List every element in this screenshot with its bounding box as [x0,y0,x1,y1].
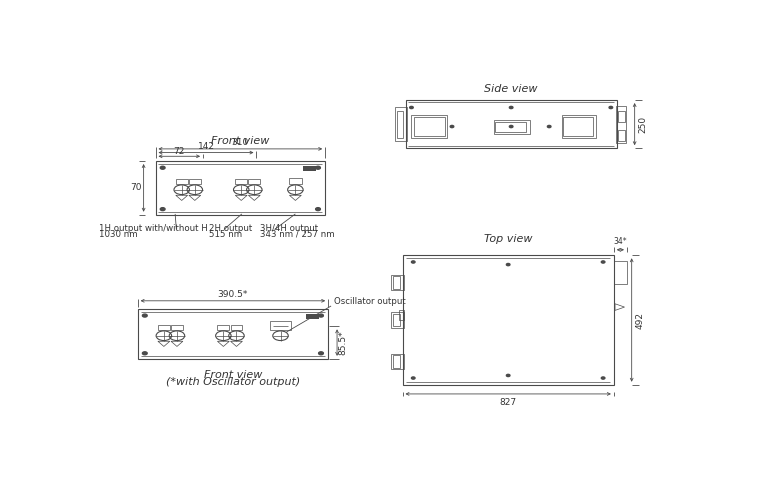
Circle shape [609,107,613,108]
Circle shape [506,264,510,266]
Bar [414,118,445,136]
Bar [391,354,404,369]
Bar [155,161,325,215]
Circle shape [316,166,320,169]
Text: 343 nm / 257 nm: 343 nm / 257 nm [260,230,334,239]
Bar [618,131,625,141]
Bar [563,118,593,136]
Text: Front view: Front view [204,371,262,381]
Circle shape [601,261,605,263]
Text: 1030 nm: 1030 nm [99,230,137,239]
Bar [303,166,316,171]
Bar [391,275,404,290]
Bar [289,178,302,184]
Text: 70: 70 [130,183,141,192]
Bar [618,111,625,122]
Bar [217,324,230,330]
Bar [248,179,260,184]
Bar [137,309,328,359]
Bar [495,122,526,132]
Circle shape [509,107,513,108]
Text: 85.5*: 85.5* [339,330,348,355]
Text: Side view: Side view [485,84,538,94]
Bar [402,255,614,384]
Circle shape [316,208,320,211]
Text: 515 nm: 515 nm [209,230,242,239]
Bar [614,261,627,284]
Text: Oscillator output: Oscillator output [334,297,406,306]
Circle shape [319,314,323,317]
Text: Front view: Front view [211,136,270,146]
Circle shape [601,377,605,379]
Text: 142: 142 [197,142,214,151]
Bar [176,179,187,184]
Bar [158,324,170,330]
Bar [393,355,400,368]
Text: 3H/4H output: 3H/4H output [260,224,318,233]
Text: 310: 310 [232,138,249,147]
Circle shape [506,374,510,377]
Bar [270,321,291,330]
Text: 34*: 34* [614,238,627,246]
Bar [616,106,627,144]
Bar [235,179,247,184]
Bar [397,111,403,138]
Text: 2H output: 2H output [209,224,253,233]
Bar [399,310,404,320]
Bar [230,324,243,330]
Circle shape [450,125,454,128]
Text: (*with Oscillator output): (*with Oscillator output) [166,377,300,387]
Circle shape [548,125,551,128]
Circle shape [409,107,413,108]
Text: 492: 492 [635,312,644,328]
Bar [306,314,319,319]
Bar [562,116,597,138]
Text: 827: 827 [500,397,517,407]
Text: 72: 72 [174,147,185,156]
Bar [495,120,530,134]
Bar [393,276,400,289]
Circle shape [319,352,323,355]
Bar [406,100,617,148]
Bar [189,179,200,184]
Circle shape [412,377,415,379]
Bar [393,314,400,326]
Circle shape [161,208,165,211]
Text: 390.5*: 390.5* [217,290,248,299]
Circle shape [412,261,415,263]
Text: Top view: Top view [484,234,532,244]
Circle shape [142,314,147,317]
Bar [412,116,447,138]
Circle shape [161,166,165,169]
Bar [391,312,404,328]
Bar [171,324,183,330]
Circle shape [509,125,513,128]
Text: 1H output with/without H: 1H output with/without H [99,224,207,233]
Bar [395,108,407,141]
Circle shape [142,352,147,355]
Text: 250: 250 [638,116,647,132]
